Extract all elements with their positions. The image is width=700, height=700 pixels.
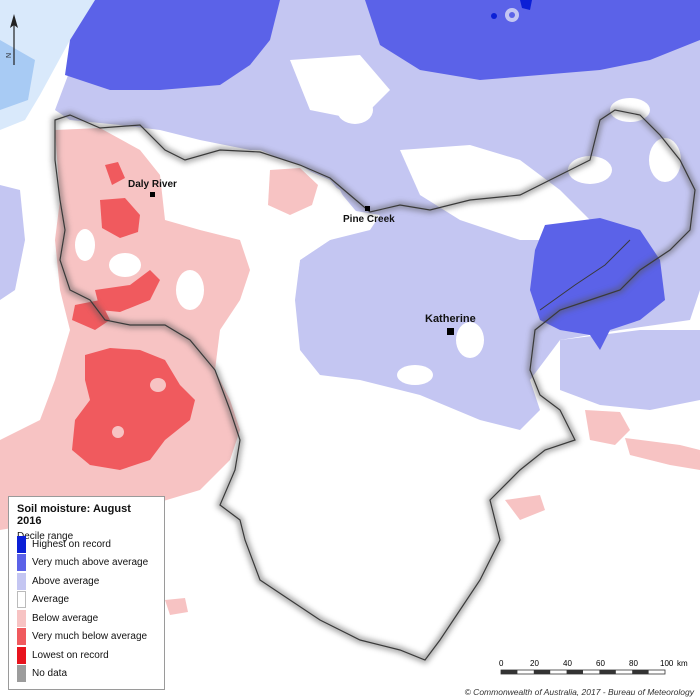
legend-label: Highest on record <box>32 538 111 550</box>
very-much-above-average-east <box>530 218 665 350</box>
below-average-patch <box>505 495 545 520</box>
scale-unit: km <box>677 659 688 668</box>
legend-item: Below average <box>17 609 98 627</box>
scale-tick-label: 100 <box>660 659 674 668</box>
scale-tick-label: 60 <box>596 659 605 668</box>
place-daly-river: Daly River <box>128 179 177 197</box>
above-average-north <box>55 0 700 430</box>
very-much-below-average-patch <box>95 270 160 312</box>
place-name: Daly River <box>128 179 177 190</box>
average-patch <box>75 229 95 261</box>
average-patch <box>397 365 433 385</box>
legend-title: Soil moisture: August 2016 <box>17 503 131 527</box>
place-katherine: Katherine <box>425 313 476 335</box>
average-patch <box>456 322 484 358</box>
legend-item: Average <box>17 591 69 609</box>
copyright-notice: © Commonwealth of Australia, 2017 - Bure… <box>464 687 694 697</box>
highest-on-record-spot <box>520 0 532 10</box>
legend-label: No data <box>32 668 68 679</box>
legend-label: Very much above average <box>32 557 149 568</box>
legend-swatch <box>17 572 26 590</box>
legend-label: Below average <box>32 612 99 624</box>
map-legend: Soil moisture: August 2016 Decile range … <box>8 496 165 690</box>
north-label: N <box>6 52 14 59</box>
legend-swatch <box>17 665 26 682</box>
legend-swatch <box>17 554 26 571</box>
below-average-patch <box>112 426 124 438</box>
scale-tick-label: 0 <box>499 659 504 668</box>
very-much-below-average-patch <box>105 162 125 185</box>
legend-label: Average <box>32 594 70 605</box>
scale-tick-label: 80 <box>629 659 638 668</box>
very-much-above-average-north <box>365 0 700 80</box>
place-name: Pine Creek <box>343 214 395 225</box>
very-much-below-average-patch <box>72 300 110 330</box>
very-much-below-average-patch <box>100 198 140 238</box>
place-marker <box>365 206 370 211</box>
sea-shallow-area <box>0 40 35 110</box>
below-average-patch <box>150 378 166 392</box>
below-average-patch <box>625 438 700 470</box>
legend-label: Lowest on record <box>32 649 109 661</box>
average-patch <box>176 270 204 310</box>
very-much-above-average-north <box>65 0 280 90</box>
place-marker <box>447 328 454 335</box>
legend-item: Highest on record <box>17 535 111 553</box>
scale-tick-label: 40 <box>563 659 572 668</box>
scale-bar-graphic <box>500 669 666 675</box>
legend-swatch <box>17 628 26 645</box>
north-arrow <box>10 14 18 65</box>
legend-item: Very much below average <box>17 628 147 646</box>
average-patch <box>166 197 194 213</box>
below-average-patch <box>585 410 630 445</box>
legend-item: No data <box>17 665 67 683</box>
average-patch <box>109 253 141 277</box>
legend-label: Above average <box>32 575 100 587</box>
region-internal-boundary <box>539 239 631 311</box>
below-average-patch <box>165 598 188 615</box>
above-average-east <box>560 330 700 410</box>
legend-item: Above average <box>17 572 99 590</box>
legend-swatch <box>17 591 26 608</box>
scale-tick-label: 20 <box>530 659 539 668</box>
place-name: Katherine <box>425 313 476 325</box>
legend-swatch <box>17 609 26 627</box>
islet-feature <box>509 12 515 18</box>
legend-item: Lowest on record <box>17 646 109 664</box>
above-average-west <box>0 185 25 300</box>
highest-on-record-spot <box>491 13 497 19</box>
very-much-below-average-main <box>72 348 195 470</box>
legend-subtitle: Decile range <box>17 531 74 542</box>
legend-swatch <box>17 646 26 664</box>
place-pine-creek: Pine Creek <box>343 206 395 225</box>
place-marker <box>150 192 155 197</box>
below-average-patch <box>268 168 318 215</box>
average-patch <box>400 145 590 240</box>
legend-item: Very much above average <box>17 554 148 572</box>
legend-label: Very much below average <box>32 631 148 642</box>
legend-swatch <box>17 535 26 553</box>
average-patch <box>337 96 373 124</box>
scale-bar: 0 20 40 60 80 100 km <box>497 658 697 682</box>
